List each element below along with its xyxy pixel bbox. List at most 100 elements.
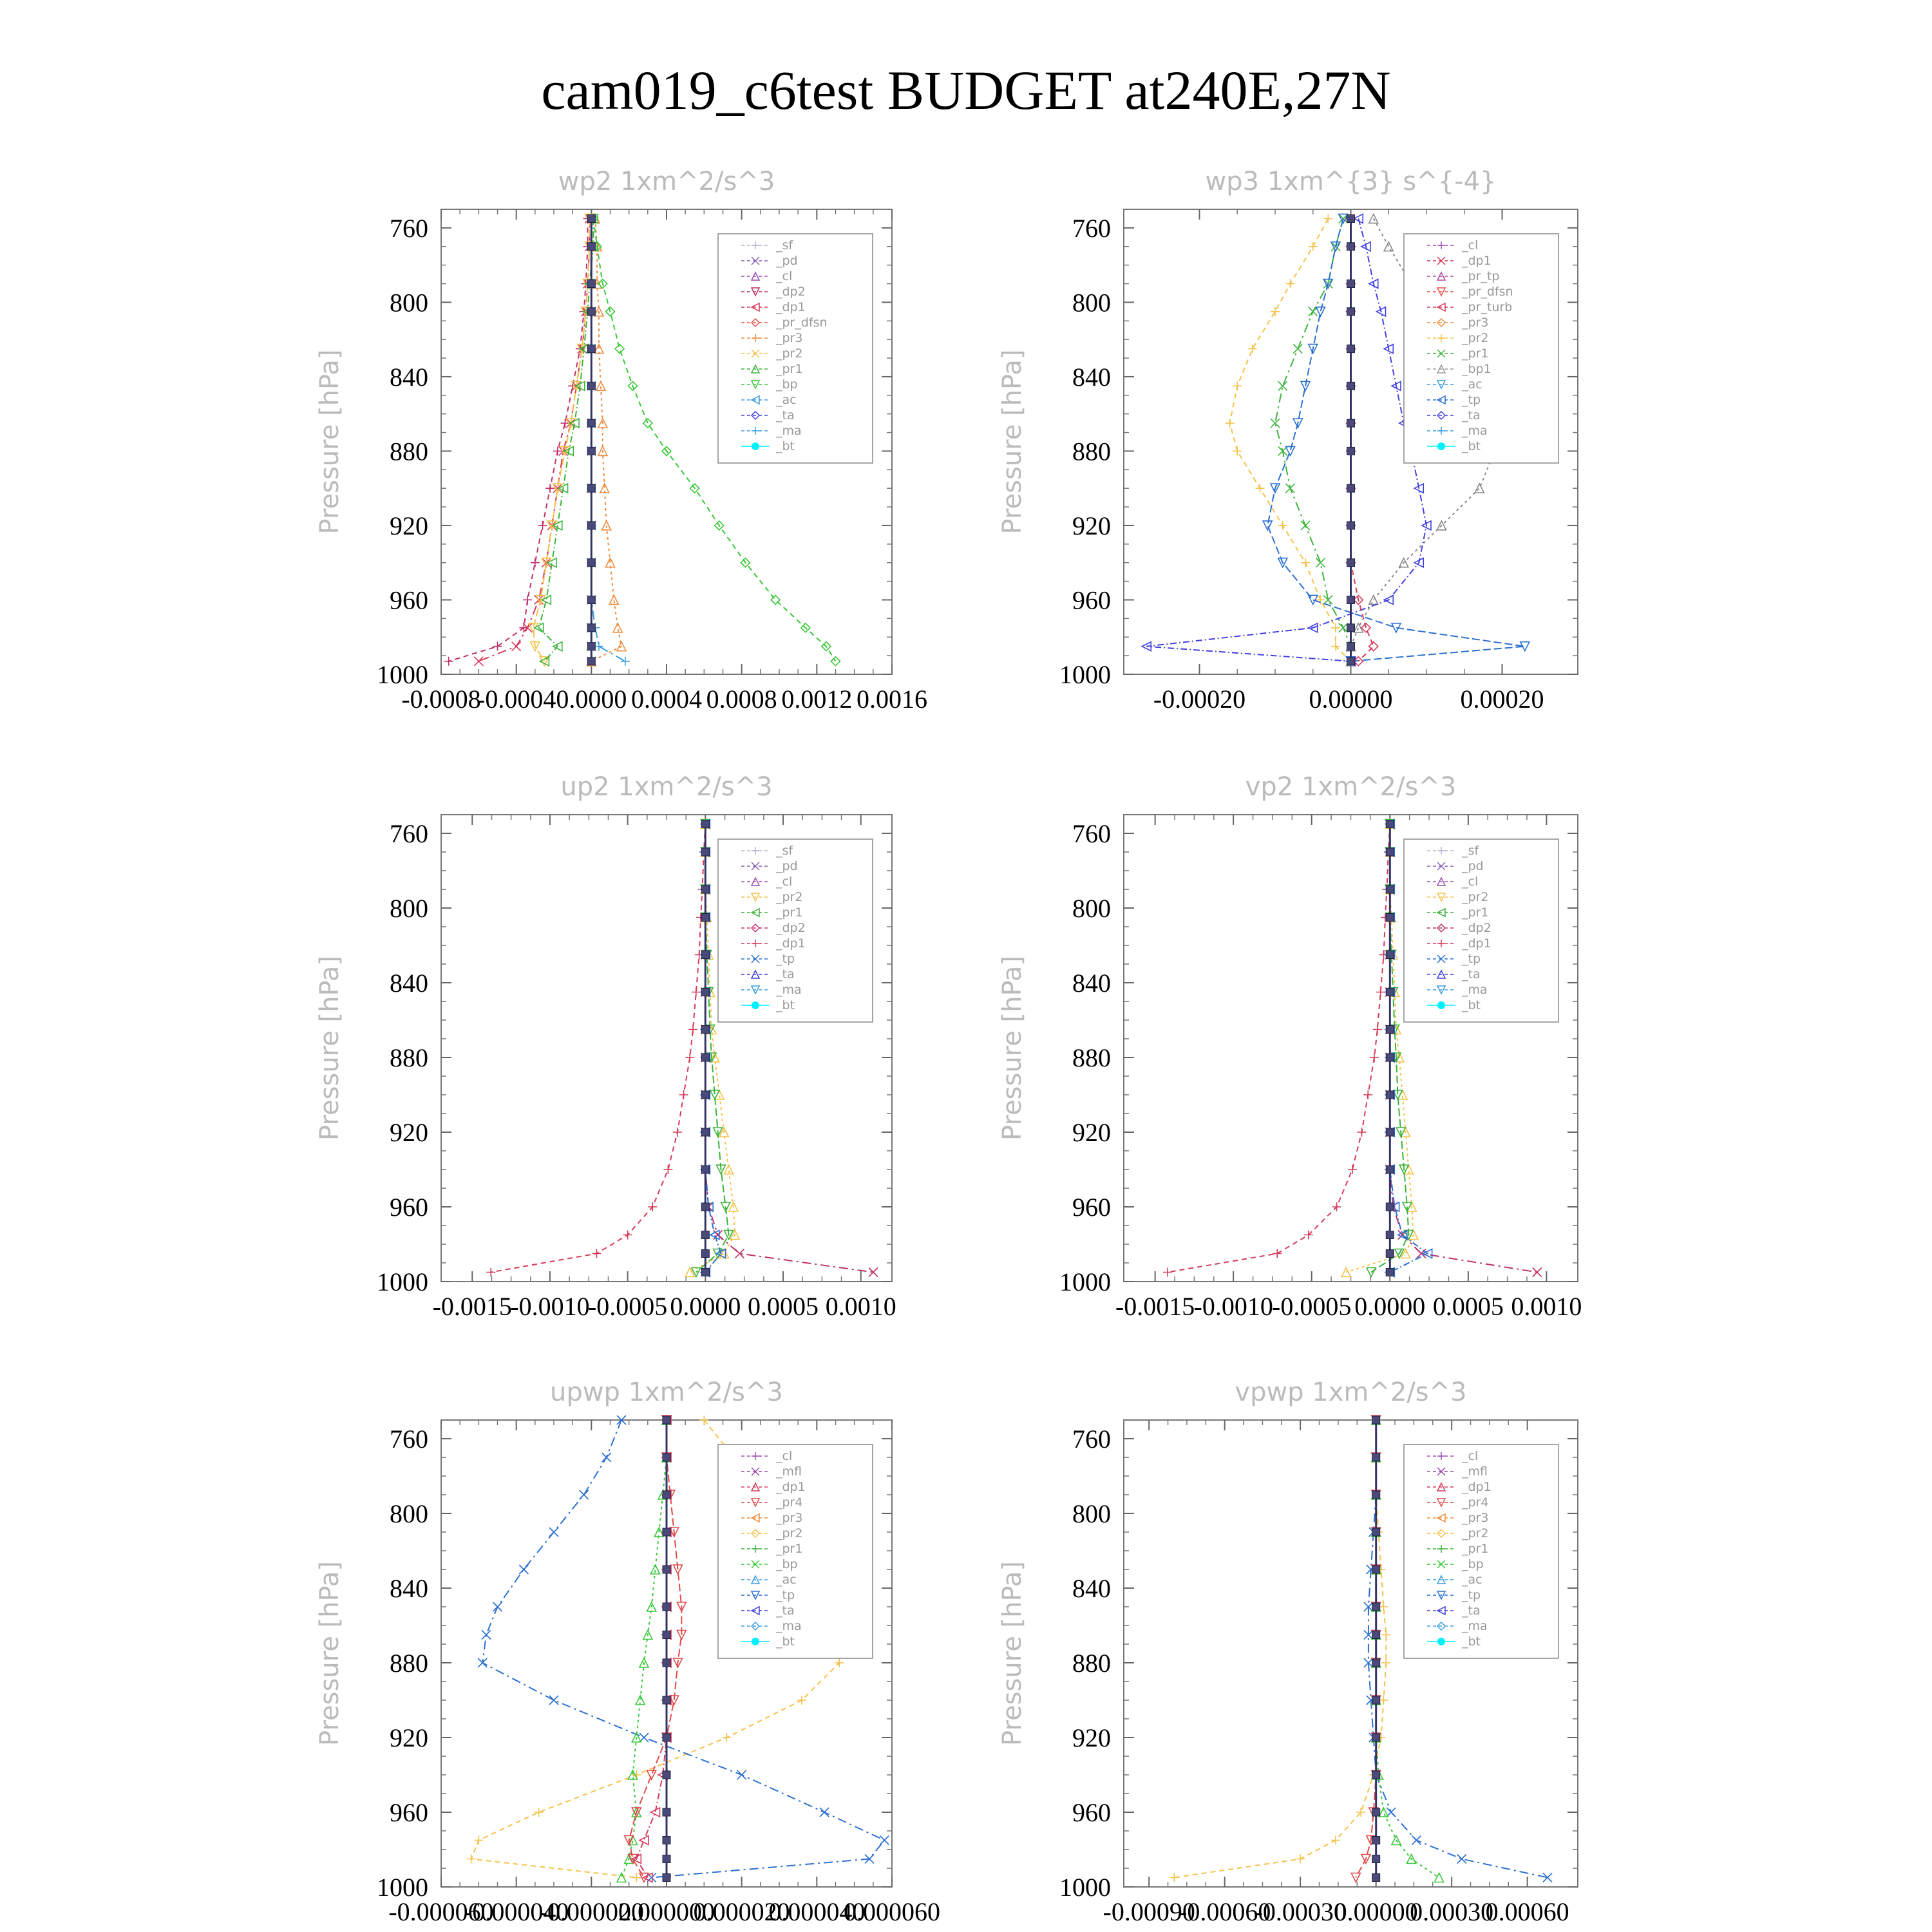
data-point-dp1 — [473, 656, 484, 667]
data-point-ta — [1352, 213, 1364, 224]
legend-entry: _ac — [1461, 377, 1482, 392]
legend-marker — [751, 862, 760, 871]
data-point-bt — [662, 1453, 671, 1462]
data-point-dp1 — [522, 623, 533, 633]
legend-entry: _pr1 — [1461, 346, 1488, 361]
legend-entry: _ma — [775, 1619, 802, 1633]
data-point-pr1 — [1285, 483, 1296, 493]
data-point-pr2 — [1316, 595, 1325, 605]
figure-title: cam019_c6test BUDGET at240E,27N — [541, 59, 1391, 121]
data-point-dp2 — [868, 1267, 878, 1278]
legend-box — [1403, 838, 1559, 1023]
y-axis-label: Pressure [hPa] — [998, 1561, 1027, 1746]
legend-marker — [1436, 1605, 1446, 1616]
data-point-bt — [1347, 307, 1355, 316]
legend-marker — [1437, 1545, 1445, 1553]
data-point-pr1 — [723, 1229, 734, 1241]
data-point-bp — [650, 1564, 661, 1575]
data-point-bt — [662, 1855, 671, 1863]
legend-entry: _pr2 — [1461, 890, 1488, 904]
panel-title: wp3 1xm^{3} s^{-4} — [1205, 167, 1496, 196]
series-line-ta — [1146, 218, 1428, 662]
x-tick-label: -0.000060 — [388, 1897, 493, 1926]
data-point-dp1 — [623, 1230, 632, 1240]
data-point-bt — [701, 820, 710, 828]
data-point-pr2 — [1278, 520, 1287, 530]
legend-entry: _dp2 — [1461, 921, 1492, 935]
legend-marker — [751, 256, 760, 265]
y-tick-label: 760 — [1072, 1425, 1111, 1454]
legend-marker — [750, 1513, 760, 1523]
legend-marker — [752, 334, 759, 342]
data-point-bt — [587, 657, 596, 666]
data-point-tp — [477, 1658, 488, 1668]
data-point-pr2 — [1170, 1873, 1179, 1882]
legend-marker — [1437, 334, 1445, 342]
data-point-pr2 — [1271, 307, 1280, 316]
data-point-pr2 — [466, 1854, 476, 1864]
data-point-pr3 — [616, 640, 627, 652]
legend-entry: _cl — [775, 1449, 792, 1463]
data-point-tp — [1285, 446, 1296, 457]
y-tick-label: 880 — [390, 1043, 428, 1072]
legend-marker — [1436, 876, 1446, 886]
data-point-tp — [639, 1732, 649, 1743]
data-point-bt — [701, 848, 710, 857]
legend-marker — [1436, 1513, 1446, 1523]
data-point-pr4 — [672, 1658, 683, 1669]
data-point-pr2 — [1379, 1696, 1388, 1705]
panel-title: vp2 1xm^2/s^3 — [1245, 772, 1457, 802]
legend-entry: _bp — [1461, 1557, 1484, 1571]
data-point-bt — [1372, 1696, 1381, 1705]
data-point-pr2 — [1233, 381, 1242, 391]
data-point-dp2 — [444, 656, 453, 666]
series-line-dp1 — [1167, 824, 1391, 1273]
legend-marker — [750, 271, 761, 281]
legend-marker — [750, 1575, 761, 1584]
legend-entry: _pr2 — [1461, 331, 1488, 345]
legend-entry: _ma — [775, 424, 802, 438]
data-point-pr2 — [1296, 1854, 1305, 1864]
data-point-bt — [587, 214, 596, 223]
data-point-tp — [601, 1452, 612, 1463]
x-tick-label: 0.0000 — [556, 685, 627, 714]
legend-entry: _ta — [775, 1604, 795, 1618]
data-point-pr2 — [1308, 242, 1318, 251]
legend-entry: _ma — [775, 983, 802, 997]
legend-entry: _sf — [775, 844, 793, 858]
data-point-pr1 — [1300, 520, 1311, 531]
legend-marker — [750, 1482, 761, 1492]
data-point-ta — [1383, 594, 1394, 605]
data-point-dp1 — [1163, 1267, 1173, 1277]
data-point-pr2 — [722, 1733, 732, 1742]
data-point-tp — [1292, 418, 1303, 429]
data-point-tp — [1307, 343, 1319, 355]
legend-marker — [750, 1498, 761, 1508]
data-point-bp — [616, 1871, 627, 1883]
x-tick-label: 0.000000 — [618, 1897, 715, 1926]
data-point-pr2 — [1340, 1266, 1352, 1278]
legend-marker — [1436, 1591, 1446, 1600]
legend-marker — [1436, 302, 1446, 312]
data-point-tp — [819, 1807, 829, 1817]
y-tick-label: 800 — [390, 1499, 428, 1528]
data-point-bt — [1385, 1249, 1394, 1258]
data-point-tp — [1322, 278, 1334, 290]
series-line-dp1 — [491, 824, 706, 1273]
data-point-bp — [800, 622, 811, 633]
data-point-pr2 — [565, 418, 576, 429]
data-point-bt — [587, 484, 596, 493]
y-tick-label: 760 — [1072, 819, 1111, 848]
legend-marker — [752, 847, 759, 855]
data-point-pr1 — [552, 641, 563, 652]
data-point-pr4 — [631, 1807, 642, 1818]
legend-entry: _dp2 — [775, 285, 806, 299]
data-point-bt — [701, 1025, 710, 1034]
y-tick-label: 800 — [390, 894, 428, 923]
data-point-bt — [1385, 988, 1394, 996]
data-point-bt — [1385, 885, 1394, 894]
y-tick-label: 960 — [390, 1798, 428, 1827]
y-tick-label: 960 — [1072, 1193, 1111, 1222]
data-point-pr1 — [1270, 418, 1280, 428]
data-point-bt — [701, 988, 710, 996]
